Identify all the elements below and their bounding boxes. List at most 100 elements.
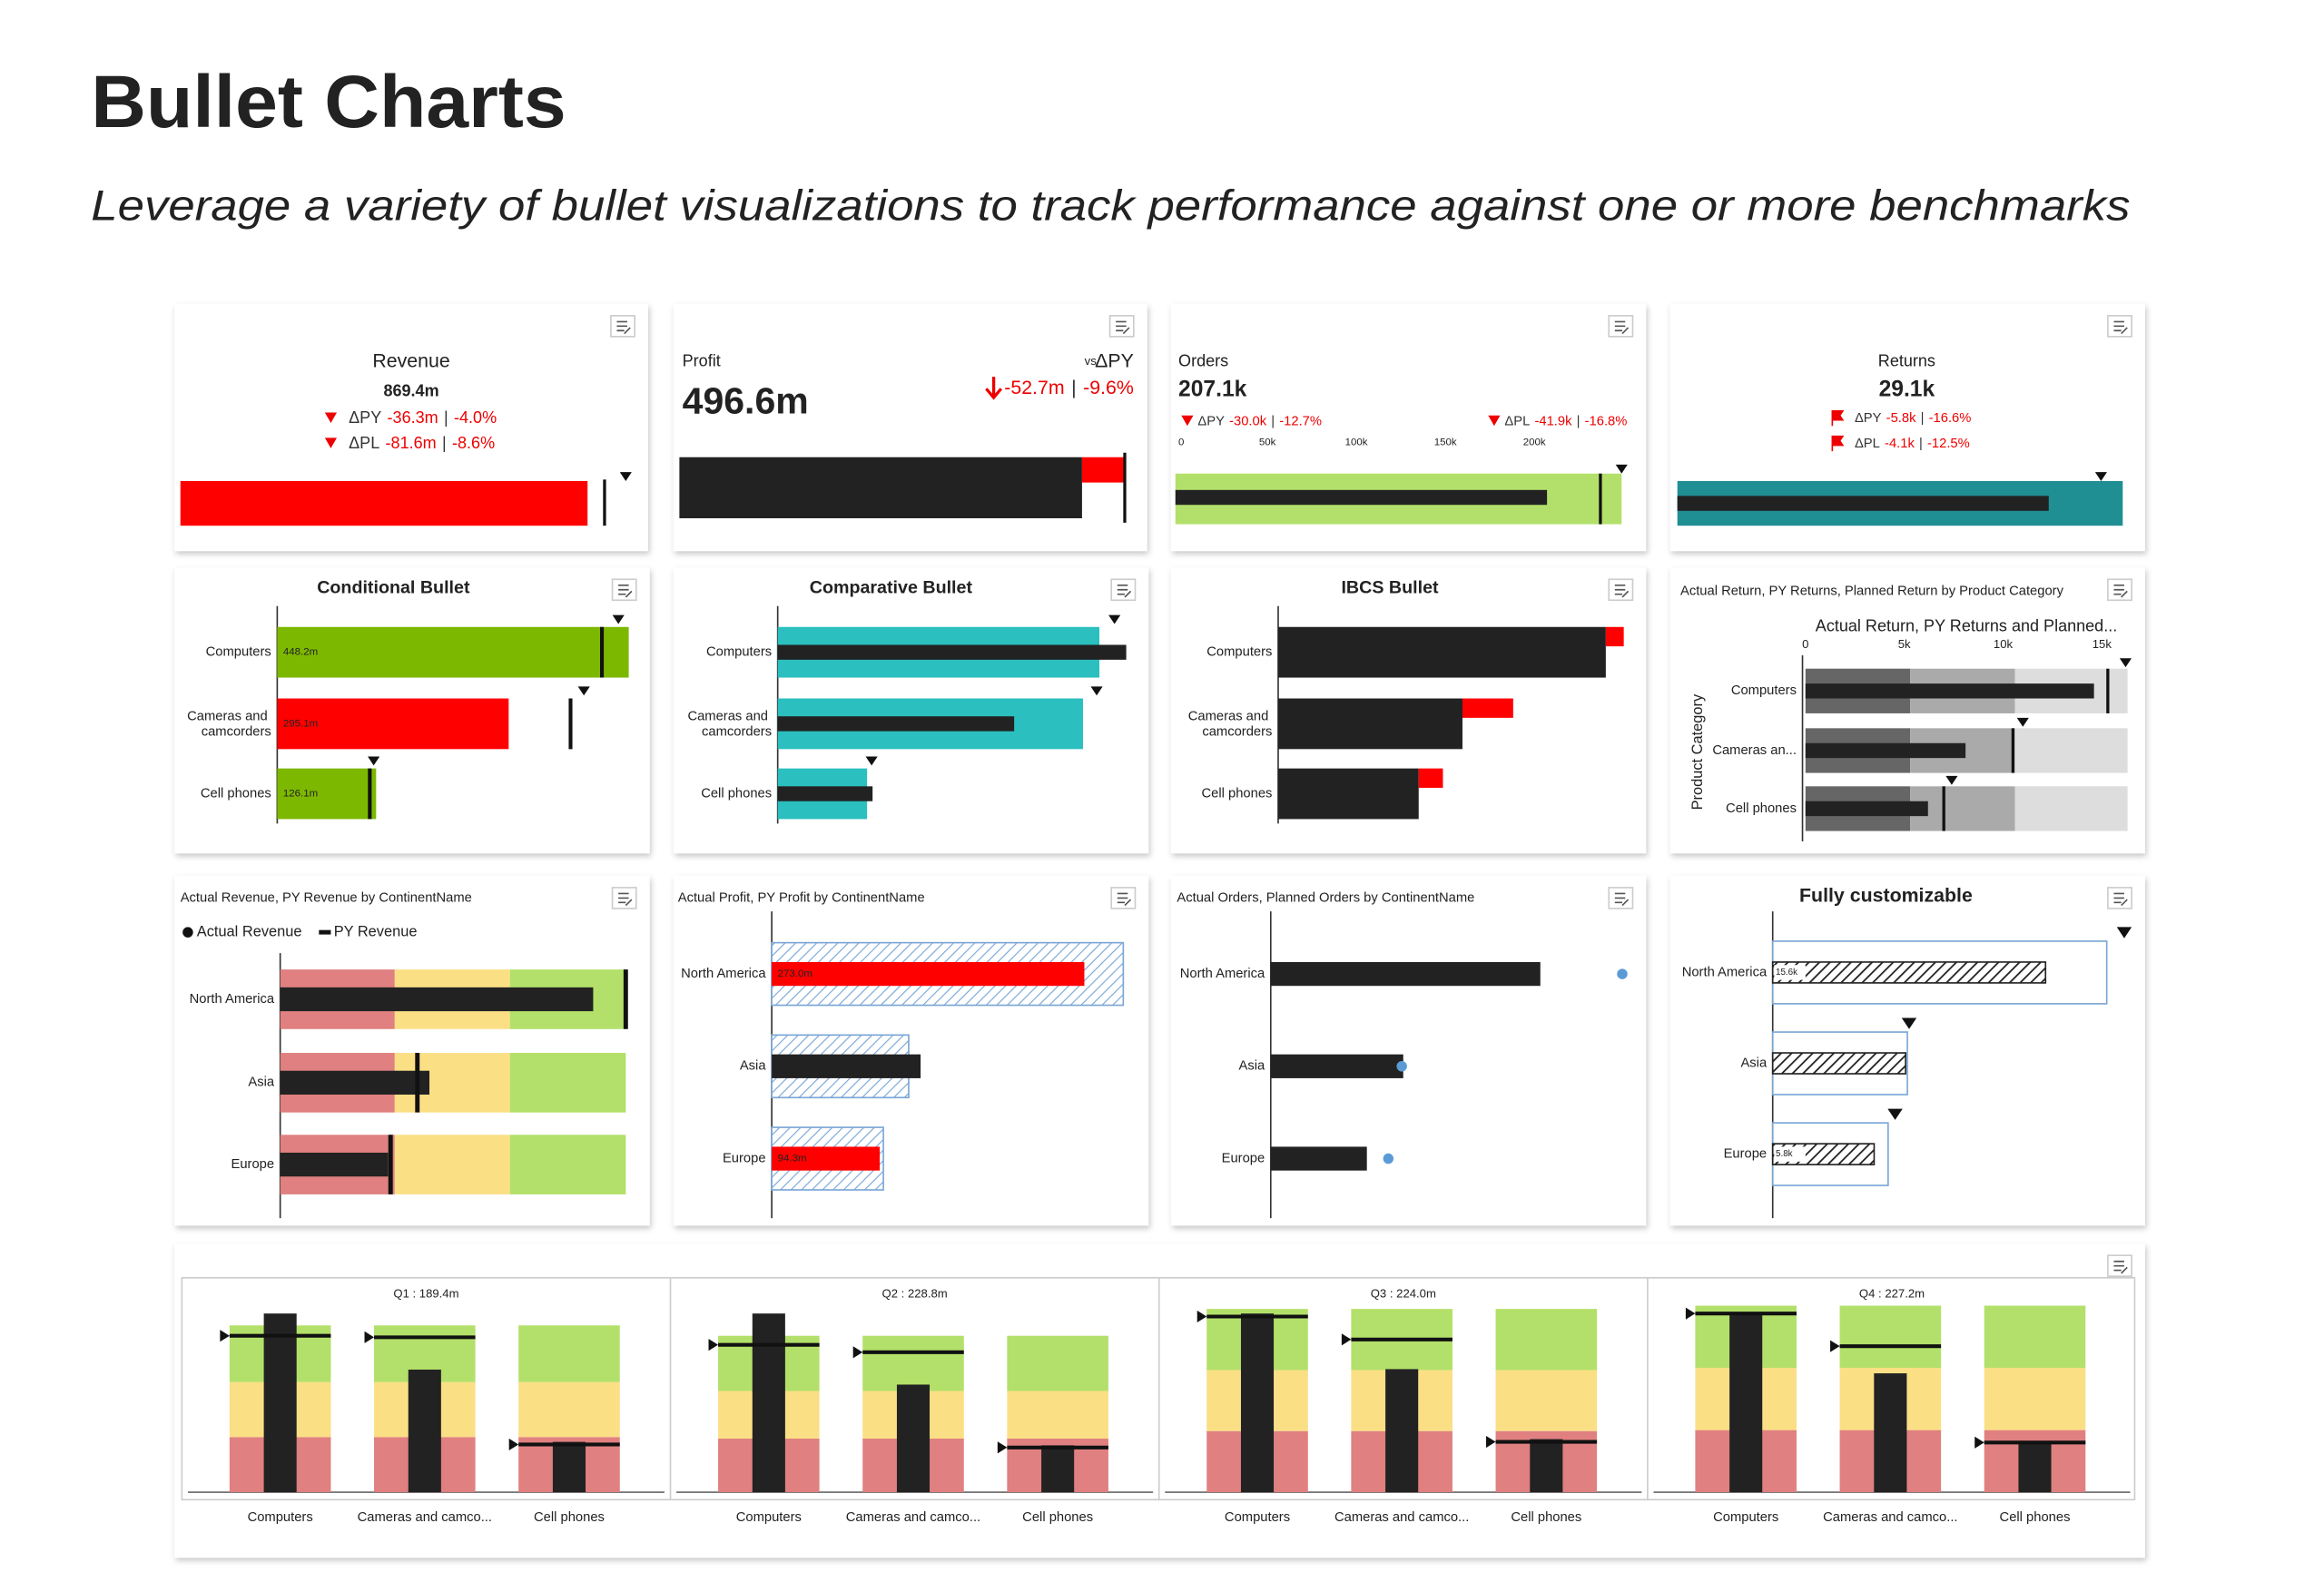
- delta-label: ΔPL: [1504, 414, 1530, 428]
- value-label: 172.7m: [783, 719, 813, 729]
- actual-bar: [1805, 742, 1966, 759]
- plan-marker: [1945, 775, 1958, 785]
- plan-marker: [577, 686, 590, 696]
- value-label: 254.6m: [783, 647, 813, 657]
- label-backdrop: [1774, 965, 1806, 980]
- value-label: 111.9k: [1276, 968, 1306, 979]
- value-label: 295.1m: [283, 718, 318, 729]
- more-options-icon[interactable]: [1608, 315, 1634, 338]
- value-label: 96.2m: [268, 1398, 292, 1408]
- panel-title: Comparative Bullet: [810, 577, 973, 597]
- label-line: camcorders: [202, 724, 271, 739]
- x-tick-label: 0: [1178, 437, 1184, 447]
- actual-bar: [1530, 1439, 1563, 1493]
- x-tick-label: 0: [1802, 637, 1808, 651]
- icon-glyph: [616, 320, 631, 335]
- category-label: Cell phones: [1202, 786, 1273, 801]
- more-options-icon[interactable]: [2107, 1254, 2132, 1277]
- category-label: Cell phones: [1511, 1510, 1581, 1525]
- panel-title: Q1 : 189.4m: [393, 1286, 458, 1300]
- actual-bar: [277, 768, 377, 820]
- category-label: Computers: [1225, 1510, 1290, 1525]
- more-options-icon[interactable]: [2107, 315, 2132, 338]
- icon-glyph: [1117, 892, 1132, 907]
- plan-marker: [612, 614, 625, 624]
- value-label: 15.6k: [1776, 968, 1797, 978]
- delta-icon: [324, 437, 338, 448]
- more-options-icon[interactable]: [611, 578, 637, 602]
- plan-marker: [1901, 1017, 1917, 1029]
- more-options-icon[interactable]: [2107, 887, 2132, 909]
- actual-bar: [280, 1070, 430, 1095]
- plan-dot: [1383, 1153, 1394, 1165]
- actual-bar: [2018, 1440, 2052, 1493]
- label-backdrop: [1774, 1146, 1806, 1162]
- actual-bar: [896, 1384, 931, 1493]
- page-title: Bullet Charts: [91, 61, 566, 143]
- range-band: [1007, 1335, 1108, 1391]
- more-options-icon[interactable]: [1608, 887, 1634, 909]
- panel-title: Q4 : 227.2m: [1859, 1286, 1925, 1300]
- target-marker: [508, 1438, 519, 1451]
- actual-bar: [777, 786, 873, 801]
- more-options-icon[interactable]: [1110, 887, 1137, 909]
- kpi-value: 207.1k: [1178, 377, 1247, 401]
- legend-swatch: [182, 927, 193, 938]
- x-tick-label: 100k: [1345, 437, 1368, 447]
- delta-pct: -16.6%: [1929, 411, 1972, 426]
- delta-row: -52.7m | -9.6%: [1004, 377, 1134, 398]
- value-label: 478.2m: [288, 994, 322, 1005]
- plan-marker: [865, 756, 878, 766]
- plan-gap: [1418, 768, 1443, 788]
- x-tick-label: 5k: [1898, 637, 1911, 651]
- delta-label: ΔPL: [1855, 437, 1880, 451]
- plan-gap: [1605, 626, 1624, 647]
- delta-pct: -4.0%: [454, 408, 497, 427]
- range-band: [1839, 1305, 1942, 1369]
- delta-icon: [1181, 415, 1194, 427]
- more-options-icon[interactable]: [1608, 578, 1634, 602]
- more-options-icon[interactable]: [1110, 578, 1137, 602]
- plan-marker: [1615, 464, 1628, 474]
- actual-bar: [1240, 1313, 1275, 1493]
- category-label: Computers: [1206, 645, 1272, 660]
- actual-bar: [752, 1313, 785, 1493]
- range-band: [394, 1135, 510, 1194]
- category-label: Cell phones: [2000, 1510, 2071, 1525]
- compare-prefix: vs: [1085, 354, 1098, 368]
- more-options-icon[interactable]: [610, 315, 635, 338]
- actual-bar: [1805, 683, 2094, 699]
- delta-pct: -12.7%: [1279, 414, 1322, 428]
- delta-sep: |: [1577, 414, 1581, 428]
- category-label: Cell phones: [701, 786, 772, 801]
- actual-bar: [1385, 1369, 1419, 1493]
- range-band: [518, 1381, 620, 1438]
- compare-label: ΔPY: [1095, 349, 1134, 371]
- panel-subtitle: Actual Return, PY Returns and Planned...: [1816, 617, 2117, 635]
- delta-pct: -16.8%: [1585, 414, 1628, 428]
- actual-bar: [277, 698, 509, 750]
- kpi-value: 496.6m: [683, 379, 809, 421]
- actual-bar: [1729, 1313, 1763, 1493]
- x-tick-label: 50k: [1259, 437, 1276, 447]
- plan-marker: [2119, 658, 2132, 668]
- range-band: [2014, 728, 2128, 773]
- target-marker: [1974, 1436, 1984, 1449]
- more-options-icon[interactable]: [1108, 315, 1135, 338]
- panel-title: Actual Profit, PY Profit by ContinentNam…: [678, 890, 925, 905]
- plan-marker: [1108, 614, 1121, 624]
- label-line: Cameras and: [187, 709, 271, 723]
- icon-glyph: [618, 892, 633, 907]
- icon-glyph: [2113, 1260, 2128, 1274]
- actual-bar: [1270, 1054, 1403, 1078]
- actual-bar: [1277, 626, 1606, 678]
- more-options-icon[interactable]: [611, 887, 637, 909]
- more-options-icon[interactable]: [2107, 578, 2132, 602]
- category-label: Cell phones: [1022, 1510, 1093, 1525]
- category-label: Cameras and camcorders: [687, 709, 772, 739]
- value-label: 73.9m: [901, 1433, 925, 1443]
- plan-dot: [1617, 968, 1628, 979]
- icon-glyph: [2113, 320, 2128, 335]
- value-label: 58.5: [1285, 719, 1303, 729]
